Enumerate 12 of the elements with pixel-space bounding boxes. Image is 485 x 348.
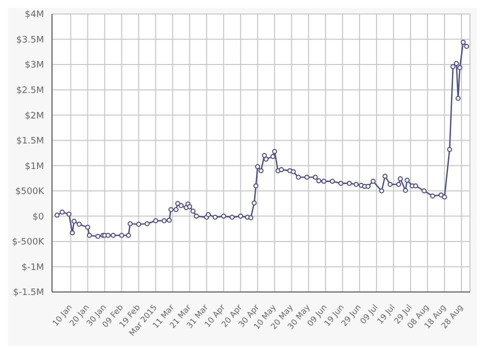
y-tick-label: $1M (24, 162, 44, 172)
y-tick-label: $-1.5M (12, 288, 44, 298)
y-tick-label: $3M (24, 60, 44, 71)
y-tick-label: $500K (15, 187, 46, 198)
y-tick-label: $2.5M (16, 86, 44, 96)
y-tick-label: $1.5M (16, 136, 44, 147)
y-tick-label: $4M (24, 10, 44, 20)
y-tick-label: $0 (32, 212, 44, 222)
y-tick-label: $2M (24, 111, 44, 122)
y-tick-label: $-500K (12, 238, 46, 248)
y-tick-label: $3.5M (16, 35, 44, 46)
y-tick-label: $-1M (22, 262, 44, 273)
